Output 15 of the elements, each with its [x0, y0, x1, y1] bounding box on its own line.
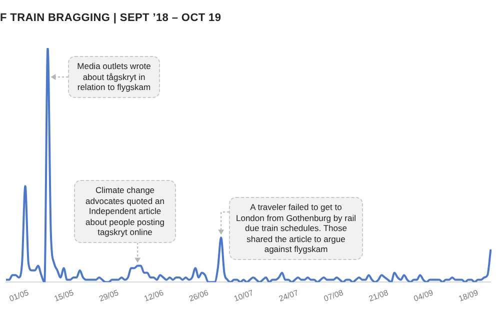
x-tick-label: 21/08 — [368, 288, 390, 304]
x-tick-label: 18/09 — [457, 288, 480, 304]
x-tick-label: 04/09 — [412, 288, 435, 304]
x-tick-label: 10/07 — [232, 288, 256, 304]
chart-title: F TRAIN BRAGGING | SEPT ’18 – OCT 19 — [0, 12, 222, 24]
annotation: A traveler failed to get to London from Gothenburg by rail due train schedules. Those shared the article to argue against flygskam — [229, 197, 363, 260]
x-tick-label: 15/05 — [52, 288, 76, 304]
x-tick-label: 07/08 — [322, 288, 346, 304]
x-tick-label: 29/05 — [98, 288, 120, 304]
annotation: Climate change advocates quoted an Independent article about people posting tagskryt online — [74, 180, 176, 242]
x-tick-label: 26/06 — [188, 288, 210, 304]
x-tick-label: 12/06 — [142, 288, 166, 304]
x-tick-label: 24/07 — [278, 288, 300, 304]
annotation: Media outlets wrote about tågskryt in relation to flygskam — [68, 56, 160, 98]
x-tick-label: 01/05 — [8, 288, 30, 304]
